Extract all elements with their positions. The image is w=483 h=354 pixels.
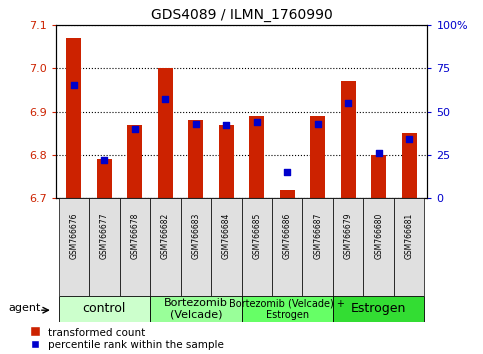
Bar — [58, 198, 89, 296]
Point — [222, 122, 230, 128]
Bar — [302, 198, 333, 296]
Text: GSM766679: GSM766679 — [344, 213, 353, 259]
Bar — [150, 198, 181, 296]
Bar — [310, 116, 326, 198]
Text: GSM766683: GSM766683 — [191, 213, 200, 259]
Title: GDS4089 / ILMN_1760990: GDS4089 / ILMN_1760990 — [151, 8, 332, 22]
Point — [100, 157, 108, 163]
Point — [284, 170, 291, 175]
Bar — [188, 120, 203, 198]
Bar — [181, 198, 211, 296]
Text: GSM766686: GSM766686 — [283, 213, 292, 259]
Text: GSM766682: GSM766682 — [161, 213, 170, 259]
Text: GSM766680: GSM766680 — [374, 213, 383, 259]
Bar — [394, 198, 425, 296]
Point — [253, 119, 261, 125]
Text: Bortezomib
(Velcade): Bortezomib (Velcade) — [164, 298, 227, 320]
Bar — [157, 68, 173, 198]
Text: GSM766684: GSM766684 — [222, 213, 231, 259]
Bar — [333, 198, 363, 296]
Bar — [66, 38, 82, 198]
Bar — [97, 159, 112, 198]
Bar — [371, 155, 386, 198]
Text: GSM766678: GSM766678 — [130, 213, 139, 259]
Text: control: control — [83, 302, 126, 315]
Text: GSM766677: GSM766677 — [100, 213, 109, 259]
Point — [344, 100, 352, 106]
Bar — [280, 190, 295, 198]
Point — [314, 121, 322, 126]
Bar — [89, 198, 120, 296]
Bar — [341, 81, 356, 198]
Bar — [150, 296, 242, 322]
Point — [131, 126, 139, 132]
Text: GSM766681: GSM766681 — [405, 213, 413, 259]
Text: agent: agent — [8, 303, 41, 313]
Bar — [127, 125, 142, 198]
Point — [405, 136, 413, 142]
Bar — [242, 198, 272, 296]
Bar — [211, 198, 242, 296]
Legend: transformed count, percentile rank within the sample: transformed count, percentile rank withi… — [29, 327, 224, 350]
Point — [192, 121, 199, 126]
Bar — [272, 198, 302, 296]
Text: GSM766685: GSM766685 — [252, 213, 261, 259]
Point — [375, 150, 383, 156]
Text: GSM766687: GSM766687 — [313, 213, 322, 259]
Bar — [401, 133, 417, 198]
Bar — [120, 198, 150, 296]
Point — [70, 82, 78, 88]
Bar — [249, 116, 264, 198]
Point — [161, 97, 169, 102]
Bar — [242, 296, 333, 322]
Text: GSM766676: GSM766676 — [70, 213, 78, 259]
Bar — [333, 296, 425, 322]
Bar — [58, 296, 150, 322]
Text: Estrogen: Estrogen — [351, 302, 406, 315]
Bar — [363, 198, 394, 296]
Text: Bortezomib (Velcade) +
Estrogen: Bortezomib (Velcade) + Estrogen — [229, 298, 345, 320]
Bar — [219, 125, 234, 198]
